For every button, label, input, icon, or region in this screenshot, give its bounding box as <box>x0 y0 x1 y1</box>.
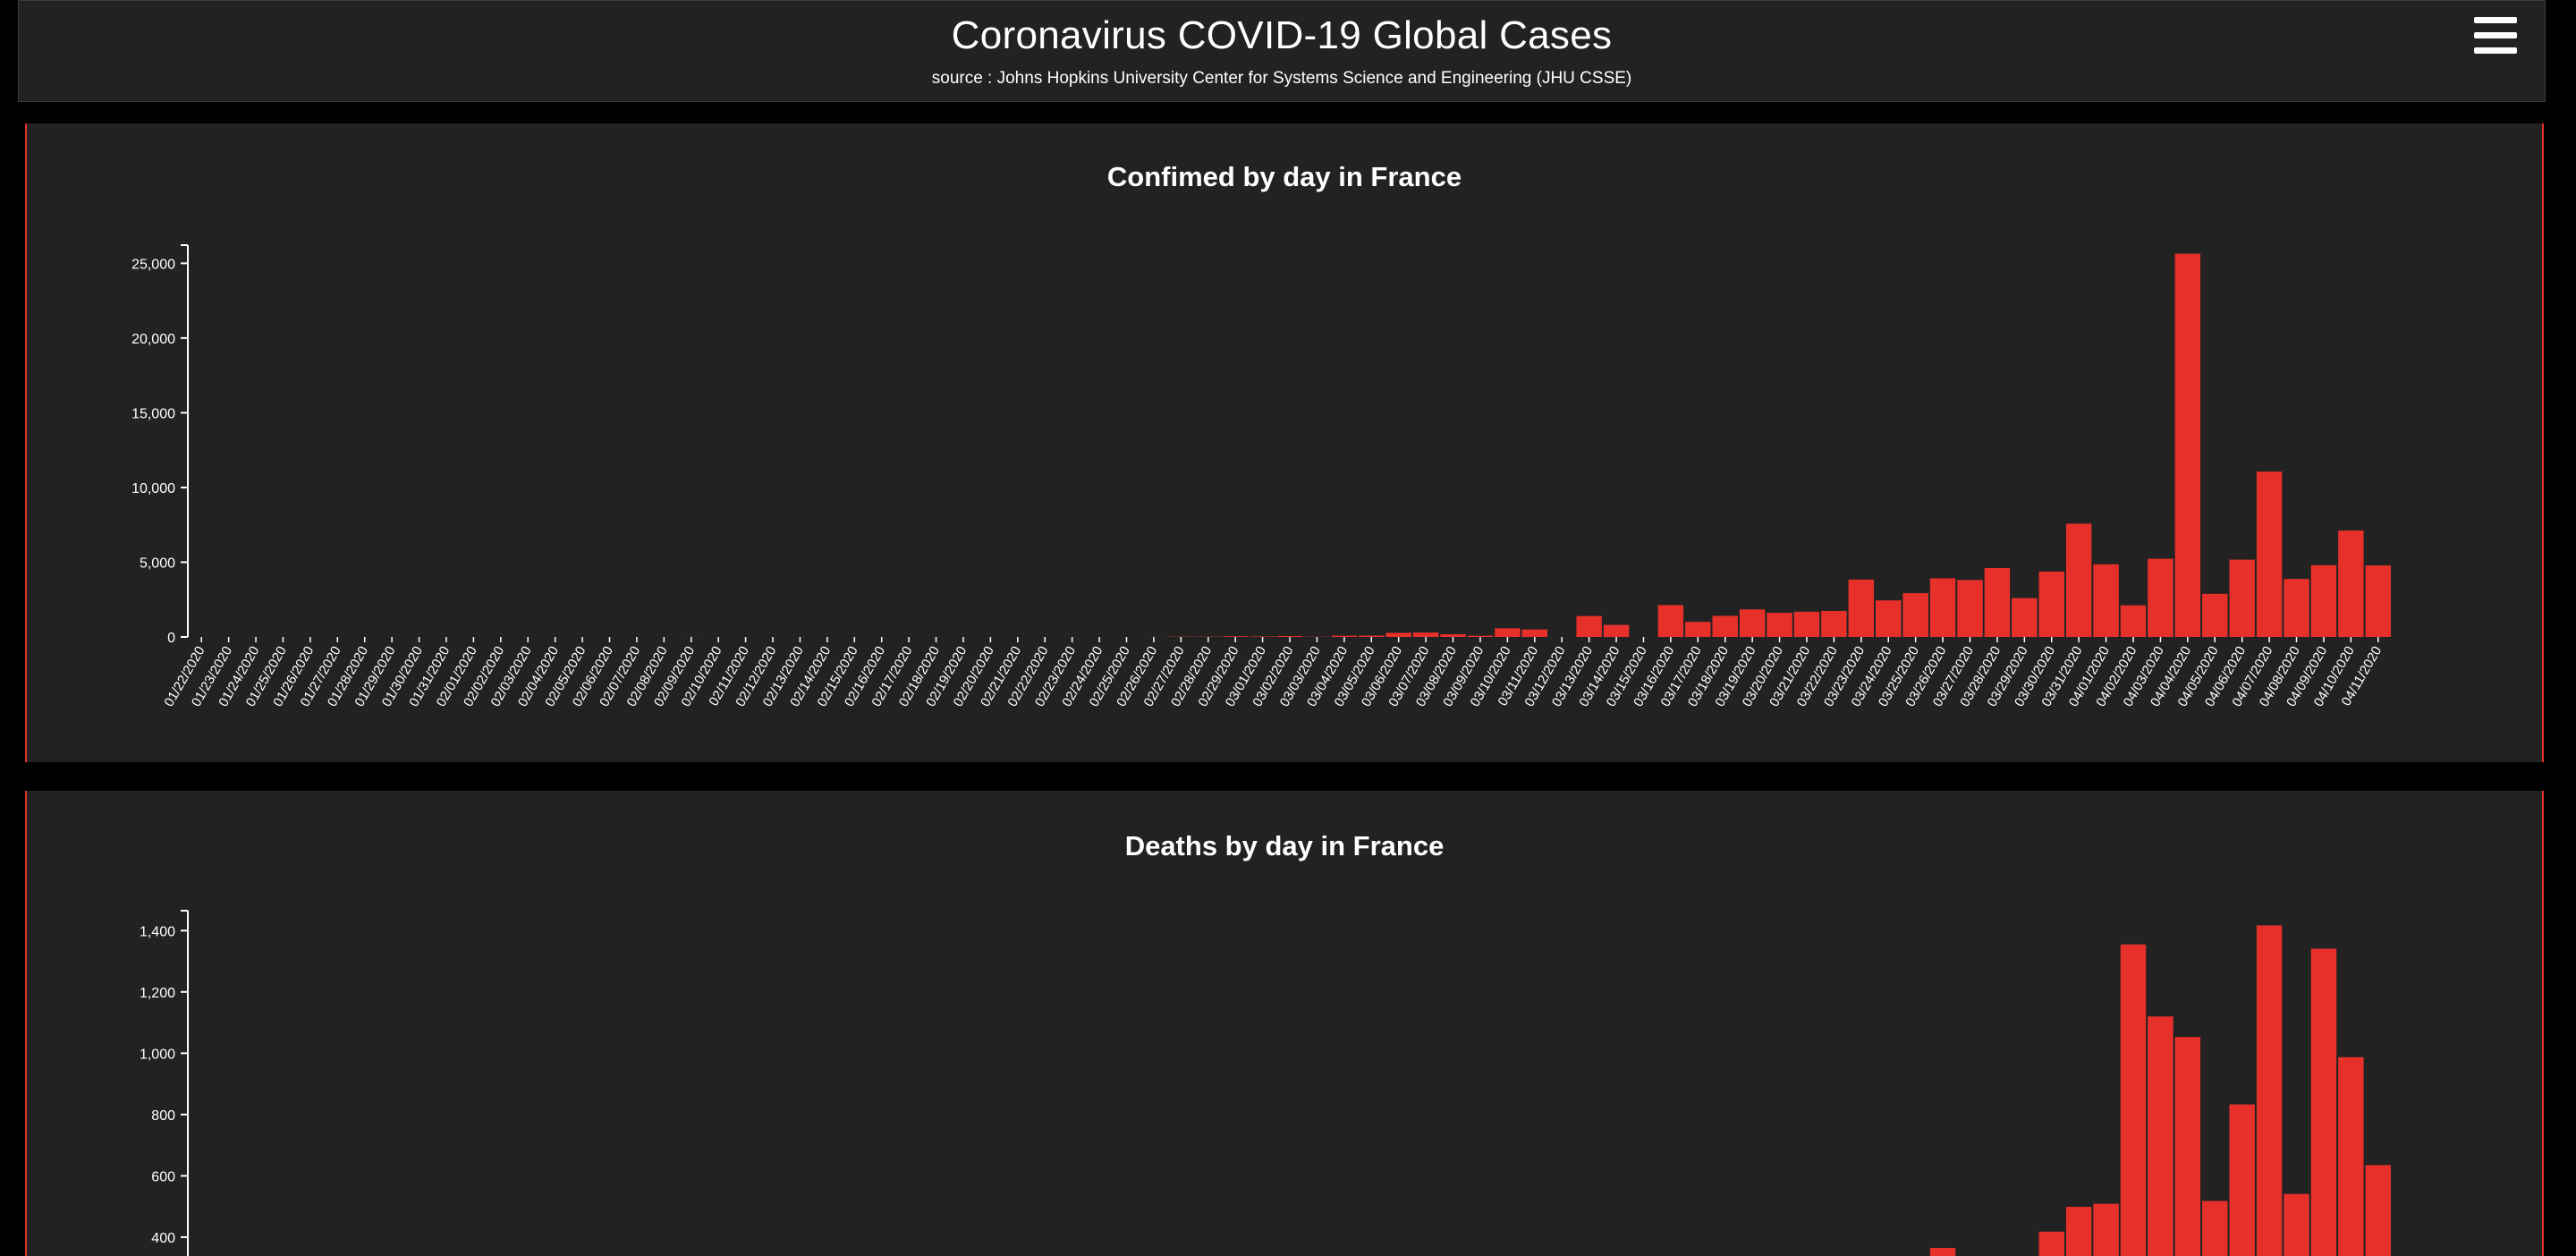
bar-04/11/2020 <box>2366 565 2391 637</box>
bar-04/02/2020 <box>2121 945 2146 1256</box>
y-tick-label: 20,000 <box>131 332 175 347</box>
bar-04/05/2020 <box>2202 594 2227 637</box>
bar-03/28/2020 <box>1985 568 2010 637</box>
bar-04/09/2020 <box>2311 948 2336 1256</box>
bar-04/07/2020 <box>2257 925 2282 1256</box>
bar-03/24/2020 <box>1876 600 1901 637</box>
y-tick-label: 1,000 <box>140 1047 175 1062</box>
bar-03/25/2020 <box>1902 593 1928 637</box>
bar-03/01/2020 <box>1250 636 1275 637</box>
bar-03/31/2020 <box>2066 1207 2091 1256</box>
page-header: Coronavirus COVID-19 Global Cases source… <box>18 0 2546 102</box>
bar-03/08/2020 <box>1440 634 1465 637</box>
bar-03/20/2020 <box>1767 613 1792 637</box>
y-tick-label: 1,400 <box>140 924 175 939</box>
bar-03/10/2020 <box>1495 628 1520 637</box>
bar-03/29/2020 <box>2012 598 2037 637</box>
page-title: Coronavirus COVID-19 Global Cases <box>19 13 2545 58</box>
bar-04/03/2020 <box>2148 1016 2173 1256</box>
bar-04/03/2020 <box>2148 559 2173 637</box>
bar-03/18/2020 <box>1713 615 1738 637</box>
bar-04/02/2020 <box>2121 606 2146 637</box>
bar-03/14/2020 <box>1604 625 1629 637</box>
bar-03/05/2020 <box>1359 635 1384 637</box>
y-tick-label: 0 <box>167 631 175 646</box>
bar-03/30/2020 <box>2039 572 2064 637</box>
bar-03/11/2020 <box>1522 630 1547 637</box>
y-tick-label: 800 <box>151 1108 175 1124</box>
bar-04/08/2020 <box>2284 1194 2309 1256</box>
y-tick-label: 600 <box>151 1169 175 1184</box>
hamburger-menu-icon[interactable] <box>2474 17 2517 55</box>
bar-04/11/2020 <box>2366 1165 2391 1256</box>
bar-03/27/2020 <box>1957 580 1982 637</box>
y-tick-label: 25,000 <box>131 257 175 272</box>
confirmed-bar-chart: 05,00010,00015,00020,00025,00001/22/2020… <box>27 123 2546 762</box>
y-tick-label: 1,200 <box>140 986 175 1001</box>
bar-04/10/2020 <box>2338 1057 2363 1256</box>
bar-03/06/2020 <box>1385 632 1411 637</box>
source-credit: source : Johns Hopkins University Center… <box>19 69 2545 89</box>
bar-04/10/2020 <box>2338 530 2363 637</box>
bar-03/04/2020 <box>1332 636 1357 637</box>
bar-03/09/2020 <box>1468 636 1493 637</box>
bar-03/07/2020 <box>1413 632 1438 637</box>
bar-03/26/2020 <box>1930 1248 1955 1256</box>
bar-03/19/2020 <box>1740 609 1765 637</box>
bar-03/13/2020 <box>1576 616 1601 637</box>
bar-03/17/2020 <box>1685 622 1710 637</box>
bar-04/01/2020 <box>2093 564 2118 637</box>
bar-03/30/2020 <box>2039 1232 2064 1256</box>
bar-02/29/2020 <box>1223 636 1248 637</box>
bar-03/23/2020 <box>1849 580 1874 637</box>
bar-04/06/2020 <box>2229 560 2254 637</box>
bar-04/09/2020 <box>2311 565 2336 637</box>
bar-03/22/2020 <box>1821 611 1846 637</box>
y-tick-label: 400 <box>151 1231 175 1246</box>
bar-04/04/2020 <box>2175 254 2200 637</box>
y-tick-label: 15,000 <box>131 406 175 421</box>
bar-03/02/2020 <box>1277 636 1302 637</box>
y-tick-label: 10,000 <box>131 481 175 496</box>
bar-04/05/2020 <box>2202 1201 2227 1256</box>
bar-04/07/2020 <box>2257 471 2282 637</box>
bar-03/31/2020 <box>2066 523 2091 637</box>
bar-03/16/2020 <box>1658 605 1683 637</box>
y-tick-label: 5,000 <box>140 556 175 571</box>
bar-04/01/2020 <box>2093 1204 2118 1256</box>
deaths-bar-chart: 400 600 800 1,000 1,200 1,400 <box>27 791 2546 1256</box>
bar-04/08/2020 <box>2284 579 2309 637</box>
bar-04/06/2020 <box>2229 1105 2254 1256</box>
bar-04/04/2020 <box>2175 1037 2200 1256</box>
bar-03/21/2020 <box>1794 612 1819 637</box>
bar-03/26/2020 <box>1930 578 1955 637</box>
